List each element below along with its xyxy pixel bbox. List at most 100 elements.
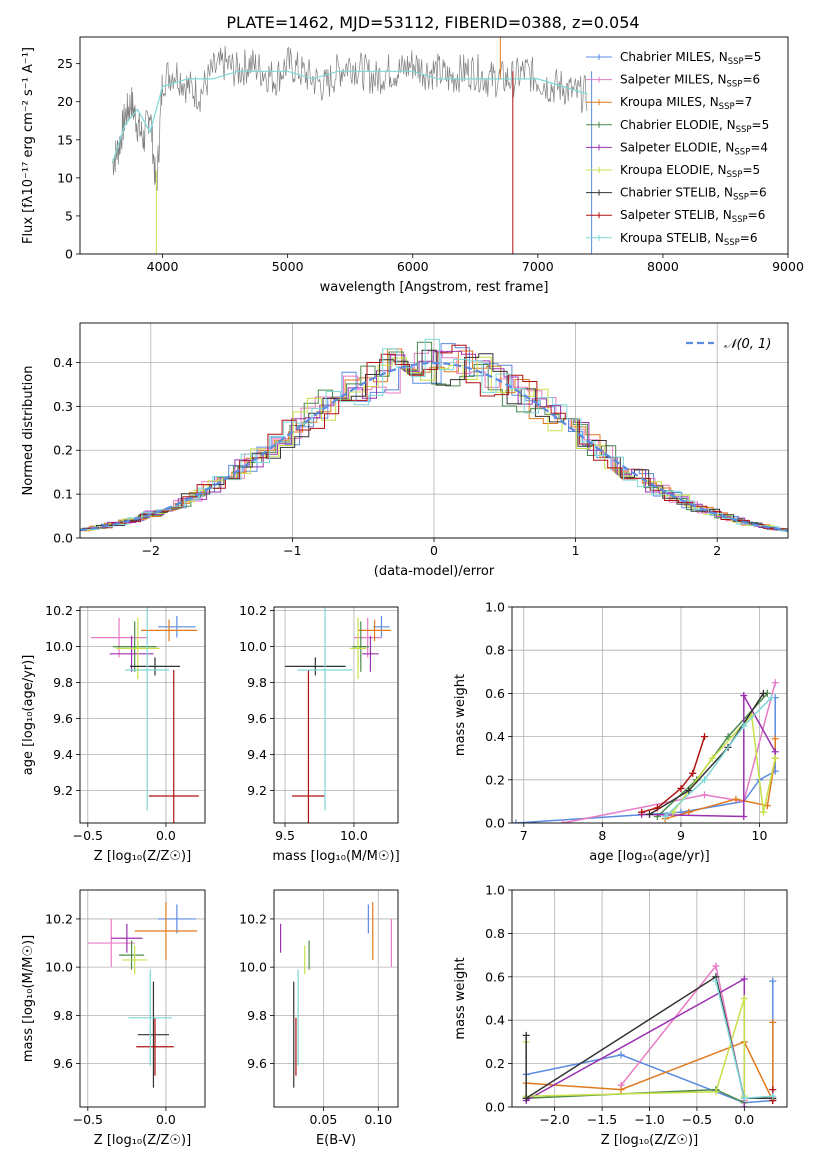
x-tick-label: 0.0 xyxy=(156,1112,176,1127)
x-tick-label: 2 xyxy=(713,543,721,558)
weight-marker xyxy=(701,791,708,799)
y-tick-label: 0.6 xyxy=(485,686,505,701)
weight-marker xyxy=(740,692,748,700)
weight-marker xyxy=(677,784,685,792)
weight-marker xyxy=(771,735,779,743)
legend-entry-salpeter-stelib: Salpeter STELIB, NSSP=6 xyxy=(620,208,765,225)
y-axis-label: mass weight xyxy=(453,957,468,1039)
weight-marker xyxy=(740,1094,748,1102)
legend-nssp-value: 6 xyxy=(758,208,766,222)
errorbar-point-3 xyxy=(352,621,370,672)
legend-nssp-value: 4 xyxy=(760,140,768,154)
y-tick-label: 0 xyxy=(65,247,73,262)
y-tick-label: 10.2 xyxy=(45,603,73,618)
y-tick-label: 10.0 xyxy=(239,639,267,654)
y-tick-label: 0.8 xyxy=(485,926,505,941)
errorbar-point-7 xyxy=(136,1017,174,1076)
weight-marker xyxy=(522,1031,530,1039)
x-tick-label: 9000 xyxy=(772,259,804,274)
legend-equals: = xyxy=(744,50,754,64)
legend-n-subscript: SSP xyxy=(724,238,740,248)
legend-n-subscript: SSP xyxy=(736,125,752,135)
legend-model-name: Kroupa MILES xyxy=(620,95,702,109)
errorbar-plot xyxy=(87,902,198,1088)
legend-entry-chabrier-elodie: Chabrier ELODIE, NSSP=5 xyxy=(620,118,769,135)
weight-marker xyxy=(767,694,775,702)
x-axis-label: E(B-V) xyxy=(316,1133,356,1148)
y-tick-label: 1.0 xyxy=(485,600,505,615)
y-tick-label: 10.2 xyxy=(239,603,267,618)
legend-model-name: Salpeter MILES xyxy=(620,73,710,87)
weight-marker xyxy=(638,808,646,816)
weight-marker xyxy=(769,1018,777,1026)
legend-equals: = xyxy=(735,95,745,109)
y-tick-label: 10.2 xyxy=(45,911,73,926)
errorbar-point-3 xyxy=(119,940,145,970)
y-axis-label: mass [log₁₀(M/M☉)] xyxy=(21,935,36,1062)
legend-entry-kroupa-elodie: Kroupa ELODIE, NSSP=5 xyxy=(620,163,760,180)
y-tick-label: 9.6 xyxy=(53,711,73,726)
legend-model-name: Kroupa ELODIE xyxy=(620,163,710,177)
axes-frame xyxy=(79,36,789,255)
errorbar-point-3 xyxy=(112,621,157,672)
weight-marker xyxy=(522,1094,530,1102)
legend-entry-kroupa-miles: Kroupa MILES, NSSP=7 xyxy=(620,95,752,112)
weight-marker xyxy=(708,754,716,762)
y-tick-label: 9.4 xyxy=(247,747,267,762)
x-tick-label: 7000 xyxy=(522,259,554,274)
x-axis-label: wavelength [Angstrom, rest frame] xyxy=(320,280,549,295)
y-tick-label: 9.8 xyxy=(247,1008,267,1023)
weight-marker xyxy=(512,819,520,823)
weight-marker xyxy=(759,808,767,816)
errorbar-point-8 xyxy=(297,607,353,811)
axes-frame xyxy=(511,606,788,824)
errorbar-point-2 xyxy=(140,619,198,642)
x-tick-label: 9.5 xyxy=(275,828,295,843)
legend-n-label: , N xyxy=(710,73,727,87)
y-tick-label: 0.0 xyxy=(485,816,505,831)
x-tick-label: −2 xyxy=(142,543,160,558)
y-tick-label: 0.0 xyxy=(485,1100,505,1115)
y-tick-label: 0.6 xyxy=(485,969,505,984)
weight-marker xyxy=(617,1051,625,1059)
weight-marker xyxy=(740,975,748,983)
model-spectrum-line xyxy=(111,70,589,163)
legend-entry-kroupa-stelib: Kroupa STELIB, NSSP=6 xyxy=(620,231,758,248)
weight-marker xyxy=(769,1092,777,1100)
weight-line-1 xyxy=(562,682,776,823)
y-axis-label: Flux [fλ10⁻¹⁷ erg cm⁻² s⁻¹ A⁻¹] xyxy=(21,47,36,244)
weight-marker xyxy=(724,733,732,741)
legend-n-label: , N xyxy=(715,208,732,222)
errorbar-plot xyxy=(285,607,392,823)
x-tick-label: −1 xyxy=(283,543,301,558)
legend-nssp-value: 7 xyxy=(745,95,753,109)
legend-entry-chabrier-stelib: Chabrier STELIB, NSSP=6 xyxy=(620,186,767,203)
x-tick-label: −1.0 xyxy=(634,1112,664,1127)
errorbar-point-6 xyxy=(130,657,180,676)
legend-nssp-value: 6 xyxy=(750,231,758,245)
legend-nssp-value: 6 xyxy=(759,186,767,200)
errorbar-point-4 xyxy=(109,635,154,672)
legend-n-label: , N xyxy=(718,140,735,154)
legend-equals: = xyxy=(742,73,752,87)
residual-plot xyxy=(80,338,788,532)
weight-marker xyxy=(712,977,720,985)
errorbar-point-6 xyxy=(285,657,346,676)
axes-frame xyxy=(273,889,399,1108)
axes-frame xyxy=(273,606,399,824)
weight-marker xyxy=(771,754,779,762)
weight-marker xyxy=(661,813,669,821)
legend-equals: = xyxy=(742,163,752,177)
x-tick-label: 7 xyxy=(520,828,528,843)
legend-n-subscript: SSP xyxy=(719,102,735,112)
axes-frame xyxy=(79,606,206,824)
y-tick-label: 0.2 xyxy=(485,772,505,787)
errorbar-plot xyxy=(279,902,393,1088)
weight-marker xyxy=(559,819,567,823)
errorbar-point-0 xyxy=(373,616,390,638)
errorbar-point-0 xyxy=(158,616,196,638)
legend-entry-normal: 𝒩(0, 1) xyxy=(724,337,771,352)
x-axis-label: Z [log₁₀(Z/Z☉)] xyxy=(94,1133,191,1148)
weight-line-0 xyxy=(515,697,776,823)
